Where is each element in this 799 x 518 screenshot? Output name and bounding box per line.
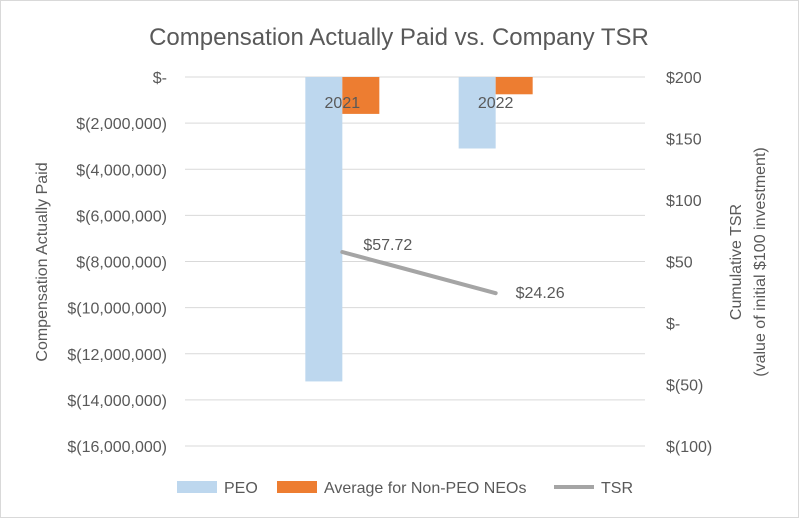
y2-tick-label: $100	[666, 193, 702, 210]
bar-average-for-non-peo-neos-2022	[495, 77, 533, 95]
legend-label-average-for-non-peo-neos: Average for Non-PEO NEOs	[324, 480, 526, 497]
category-labels: 2021 2022	[325, 95, 514, 112]
y2-tick-label: $-	[666, 316, 680, 333]
y2-axis-label-line2: (value of initial $100 investment)	[752, 147, 769, 376]
y2-tick-label: $200	[666, 70, 702, 87]
y-tick-labels: $- $(2,000,000) $(4,000,000) $(6,000,000) $(…	[67, 70, 167, 456]
tsr-line	[340, 250, 498, 296]
y2-tick-label: $(50)	[666, 378, 703, 395]
legend-label-tsr: TSR	[601, 480, 633, 497]
legend-swatch-average-for-non-peo-neos	[277, 481, 317, 493]
y2-tick-labels: $200 $150 $100 $50 $- $(50) $(100)	[666, 70, 712, 456]
gridlines	[185, 76, 645, 447]
category-label-2021: 2021	[325, 95, 361, 112]
y-tick-label: $(12,000,000)	[67, 347, 167, 364]
y-tick-label: $(16,000,000)	[67, 439, 167, 456]
bar-peo-2021	[305, 77, 343, 382]
y-tick-label: $(4,000,000)	[76, 162, 167, 179]
bar-average-for-non-peo-neos-2021	[342, 77, 380, 114]
bar-peo-2022	[458, 77, 496, 149]
y-tick-label: $(14,000,000)	[67, 393, 167, 410]
y-tick-label: $(10,000,000)	[67, 301, 167, 318]
y-tick-label: $(6,000,000)	[76, 208, 167, 225]
legend-label-peo: PEO	[224, 480, 258, 497]
y2-tick-label: $(100)	[666, 439, 712, 456]
y2-axis-label-line1: Cumulative TSR	[728, 204, 745, 320]
chart-title: Compensation Actually Paid vs. Company T…	[149, 24, 649, 51]
bars	[305, 77, 533, 382]
tsr-line-group: $57.72 $24.26	[340, 237, 565, 302]
legend: PEO Average for Non-PEO NEOs TSR	[177, 480, 633, 497]
legend-swatch-peo	[177, 481, 217, 493]
tsr-data-label-2021: $57.72	[363, 237, 412, 254]
y-tick-label: $-	[153, 70, 167, 87]
y-tick-label: $(2,000,000)	[76, 116, 167, 133]
tsr-data-label-2022: $24.26	[516, 285, 565, 302]
y-tick-label: $(8,000,000)	[76, 255, 167, 272]
y2-tick-label: $150	[666, 132, 702, 149]
y2-tick-label: $50	[666, 255, 693, 272]
y-axis-label: Compensation Actually Paid	[34, 162, 51, 361]
category-label-2022: 2022	[478, 95, 514, 112]
